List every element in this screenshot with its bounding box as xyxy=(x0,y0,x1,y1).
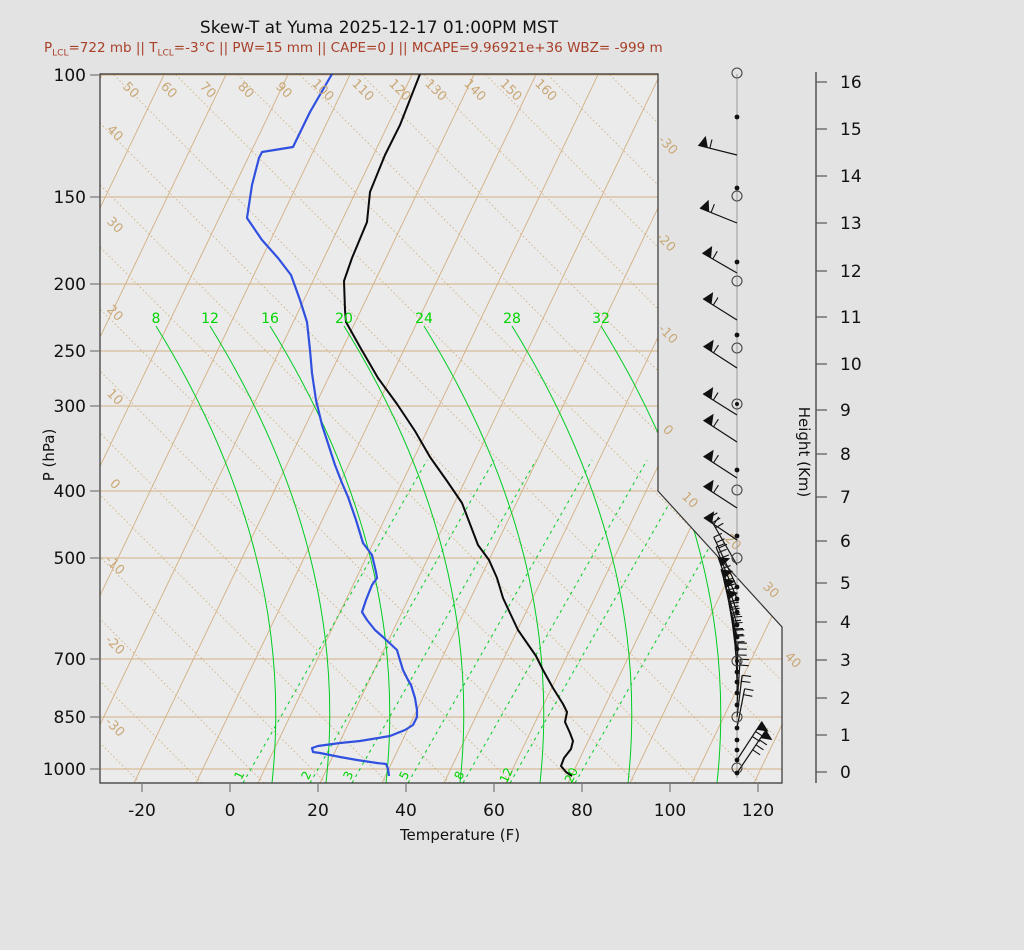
isotherms-group xyxy=(100,74,782,783)
svg-text:0: 0 xyxy=(840,763,851,783)
moist-adiabat-labels: 8 12 16 20 24 28 32 xyxy=(152,311,610,327)
svg-text:500: 500 xyxy=(54,549,86,569)
chart-title: Skew-T at Yuma 2025-12-17 01:00PM MST xyxy=(199,18,559,38)
svg-text:40: 40 xyxy=(781,649,803,671)
svg-text:12: 12 xyxy=(840,262,862,282)
svg-text:5: 5 xyxy=(840,574,851,594)
svg-text:9: 9 xyxy=(840,401,851,421)
svg-text:12: 12 xyxy=(201,311,219,327)
svg-text:-20: -20 xyxy=(128,801,156,821)
pressure-axis: 100 150 200 250 300 400 500 700 850 1000 P (hPa) xyxy=(40,66,100,780)
svg-text:80: 80 xyxy=(571,801,593,821)
svg-text:20: 20 xyxy=(562,765,581,785)
svg-text:Height (Km): Height (Km) xyxy=(795,407,813,498)
svg-text:100: 100 xyxy=(54,66,86,86)
svg-text:120: 120 xyxy=(742,801,774,821)
wind-barbs xyxy=(698,67,773,778)
temperature-curve xyxy=(343,74,574,777)
svg-text:20: 20 xyxy=(335,311,353,327)
svg-text:Temperature (F): Temperature (F) xyxy=(399,826,520,844)
svg-text:250: 250 xyxy=(54,342,86,362)
svg-text:40: 40 xyxy=(395,801,417,821)
dewpoint-curve xyxy=(245,74,419,777)
svg-text:10: 10 xyxy=(840,355,862,375)
svg-text:10: 10 xyxy=(678,489,700,511)
svg-text:1: 1 xyxy=(840,726,851,746)
svg-text:32: 32 xyxy=(592,311,610,327)
moist-adiabats xyxy=(155,325,722,783)
svg-text:12: 12 xyxy=(497,765,516,785)
svg-text:8: 8 xyxy=(152,311,161,327)
svg-text:20: 20 xyxy=(307,801,329,821)
svg-text:0: 0 xyxy=(225,801,236,821)
svg-text:3: 3 xyxy=(840,651,851,671)
svg-text:0: 0 xyxy=(659,422,675,438)
plot-area xyxy=(100,74,782,783)
svg-text:60: 60 xyxy=(483,801,505,821)
svg-text:1000: 1000 xyxy=(43,760,86,780)
plot-inner xyxy=(100,74,782,783)
svg-text:100: 100 xyxy=(654,801,686,821)
svg-text:150: 150 xyxy=(54,188,86,208)
svg-text:14: 14 xyxy=(840,167,862,187)
svg-text:2: 2 xyxy=(840,689,851,709)
svg-text:300: 300 xyxy=(54,397,86,417)
plot-border xyxy=(99,73,783,784)
svg-text:400: 400 xyxy=(54,482,86,502)
temperature-axis: -20 0 20 40 60 80 100 120 Temperature (F) xyxy=(128,783,774,844)
svg-text:30: 30 xyxy=(759,579,781,601)
svg-text:8: 8 xyxy=(840,445,851,465)
chart-subtitle: PLCL=722 mb || TLCL=-3°C || PW=15 mm || … xyxy=(44,40,663,59)
svg-text:16: 16 xyxy=(840,73,862,93)
svg-text:11: 11 xyxy=(840,308,862,328)
svg-text:13: 13 xyxy=(840,214,862,234)
svg-text:700: 700 xyxy=(54,650,86,670)
svg-text:4: 4 xyxy=(840,613,851,633)
svg-text:15: 15 xyxy=(840,120,862,140)
svg-text:P (hPa): P (hPa) xyxy=(40,429,58,482)
svg-text:28: 28 xyxy=(503,311,521,327)
svg-text:24: 24 xyxy=(415,311,433,327)
svg-text:6: 6 xyxy=(840,532,851,552)
svg-text:7: 7 xyxy=(840,488,851,508)
svg-text:16: 16 xyxy=(261,311,279,327)
svg-text:200: 200 xyxy=(54,275,86,295)
svg-text:850: 850 xyxy=(54,708,86,728)
